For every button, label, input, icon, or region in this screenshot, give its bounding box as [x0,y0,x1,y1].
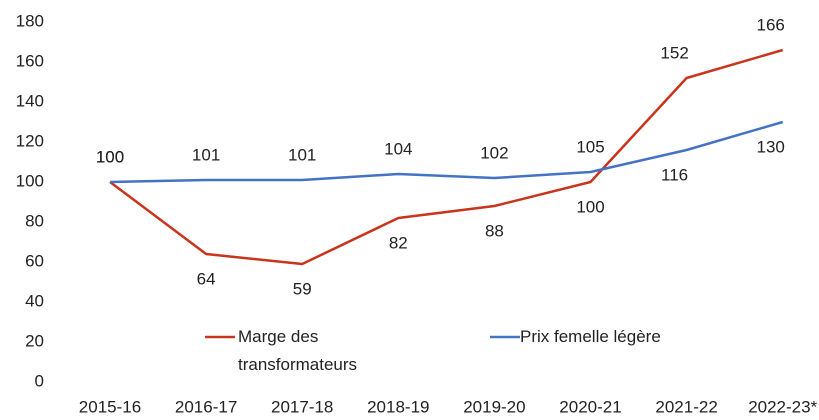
legend-label: Marge des transformateurs [238,327,358,374]
data-label: 59 [293,279,312,298]
data-label: 104 [384,139,412,158]
data-label: 130 [757,137,785,156]
x-tick-label: 2015-16 [79,397,141,416]
y-tick-label: 120 [16,131,44,150]
data-label: 101 [192,145,220,164]
y-tick-label: 60 [25,251,44,270]
data-label: 100 [576,197,604,216]
x-tick-label: 2018-19 [367,397,429,416]
series-line [109,48,784,266]
data-label: 116 [661,165,688,184]
data-label: 105 [576,137,604,156]
y-tick-label: 20 [25,331,44,350]
data-label: 100 [96,147,124,166]
data-label: 64 [197,269,216,288]
data-label: 82 [389,233,408,252]
data-label: 88 [485,221,504,240]
data-label: 102 [480,143,508,162]
x-tick-label: 2017-18 [271,397,333,416]
y-tick-label: 100 [16,171,44,190]
x-tick-label: 2022-23* [748,397,817,416]
x-tick-label: 2020-21 [559,397,621,416]
data-label: 101 [288,145,316,164]
data-label: 100 [96,147,124,166]
x-tick-label: 2021-22 [655,397,717,416]
legend-label: Prix femelle légère [520,327,661,346]
series-line [109,120,784,184]
y-tick-label: 0 [35,371,44,390]
y-tick-label: 40 [25,291,44,310]
y-tick-label: 140 [16,91,44,110]
x-tick-label: 2016-17 [175,397,237,416]
y-tick-label: 80 [25,211,44,230]
y-tick-label: 160 [16,51,44,70]
y-tick-label: 180 [16,11,44,30]
x-tick-label: 2019-20 [463,397,525,416]
data-label: 152 [660,43,688,62]
data-label: 166 [757,15,785,34]
